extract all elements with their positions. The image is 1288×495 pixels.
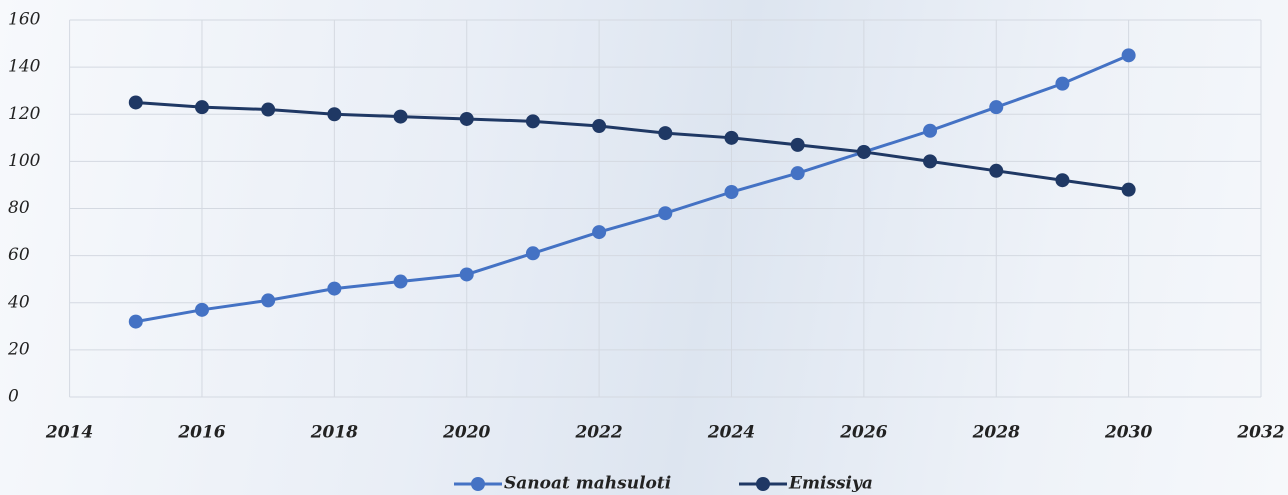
x-tick-label: 2030	[1104, 423, 1152, 443]
data-point	[724, 130, 739, 145]
data-point	[790, 166, 805, 181]
data-point	[327, 107, 342, 122]
data-point	[128, 95, 143, 110]
data-point	[459, 111, 474, 126]
y-tick-label: 160	[8, 10, 41, 30]
legend-label: Sanoat mahsuloti	[504, 474, 671, 494]
x-tick-label: 2032	[1236, 423, 1284, 443]
legend-label: Emissiya	[788, 474, 873, 494]
data-point	[261, 293, 276, 308]
data-point	[989, 163, 1004, 178]
y-tick-label: 40	[7, 292, 30, 312]
y-tick-label: 100	[8, 151, 41, 171]
y-tick-label: 0	[8, 387, 19, 407]
x-tick-label: 2022	[574, 423, 622, 443]
data-point	[1121, 48, 1136, 63]
data-point	[724, 185, 739, 200]
y-tick-label: 140	[8, 57, 41, 77]
y-tick-label: 20	[7, 339, 30, 359]
data-point	[1055, 173, 1070, 188]
x-tick-label: 2026	[839, 423, 887, 443]
data-point	[459, 267, 474, 282]
series-line	[135, 53, 1130, 324]
data-point	[923, 154, 938, 169]
x-tick-label: 2016	[177, 423, 225, 443]
y-tick-label: 60	[8, 245, 30, 265]
data-point	[128, 314, 143, 329]
data-point	[658, 126, 673, 141]
data-point	[393, 109, 408, 124]
data-point	[327, 281, 342, 296]
data-point	[393, 274, 408, 289]
y-tick-label: 80	[8, 198, 30, 218]
data-point	[592, 119, 607, 134]
x-tick-label: 2028	[972, 423, 1020, 443]
x-tick-label: 2014	[45, 423, 93, 443]
data-point	[1121, 182, 1136, 197]
data-point	[261, 102, 276, 117]
data-point	[1055, 76, 1070, 91]
legend-marker	[756, 477, 770, 491]
x-tick-label: 2020	[442, 423, 490, 443]
data-point	[194, 100, 209, 115]
data-point	[989, 100, 1004, 115]
legend-marker	[471, 477, 485, 491]
data-point	[592, 225, 607, 240]
data-point	[790, 137, 805, 152]
y-tick-label: 120	[8, 104, 41, 124]
series-line	[135, 100, 1129, 192]
data-point	[194, 302, 209, 317]
x-tick-label: 2024	[707, 423, 755, 443]
data-point	[525, 246, 540, 261]
data-point	[923, 123, 938, 138]
data-point	[658, 206, 673, 221]
data-point	[856, 144, 871, 159]
data-point	[525, 114, 540, 129]
x-tick-label: 2018	[310, 423, 358, 443]
